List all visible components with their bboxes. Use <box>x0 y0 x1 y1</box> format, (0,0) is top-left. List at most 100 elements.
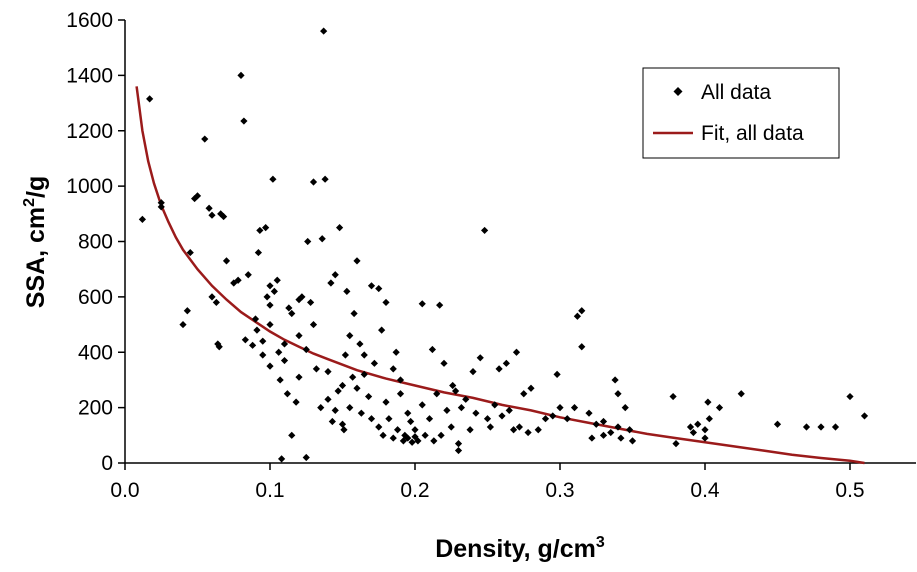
data-point <box>443 406 451 414</box>
data-point <box>266 320 274 329</box>
data-point <box>573 312 581 320</box>
data-point <box>266 362 274 370</box>
data-point <box>295 332 303 340</box>
data-point <box>215 343 223 351</box>
data-point <box>418 300 426 308</box>
y-tick-label: 1400 <box>66 64 113 87</box>
data-point <box>694 420 702 428</box>
data-point <box>454 446 463 455</box>
data-point <box>585 409 593 417</box>
data-point <box>157 199 165 207</box>
data-point <box>611 376 619 384</box>
data-point <box>266 282 274 290</box>
data-point <box>553 370 561 378</box>
data-point <box>860 412 869 420</box>
y-tick-label: 0 <box>101 452 113 475</box>
data-point <box>353 257 361 265</box>
x-tick-label: 0.1 <box>255 479 284 502</box>
data-point <box>502 359 510 367</box>
data-point <box>266 301 274 309</box>
data-point <box>212 298 220 307</box>
data-point <box>404 434 412 442</box>
x-tick-label: 0.3 <box>545 479 574 502</box>
data-point <box>669 392 677 401</box>
data-point <box>399 437 407 445</box>
data-point <box>527 384 535 392</box>
data-point <box>249 341 257 349</box>
data-point <box>701 434 709 442</box>
data-point <box>259 337 267 345</box>
y-tick-label: 1600 <box>66 9 113 32</box>
data-point <box>515 423 523 431</box>
data-point <box>244 271 252 279</box>
data-point <box>418 401 426 409</box>
data-point <box>357 409 365 417</box>
legend-label-fit: Fit, all data <box>701 122 804 145</box>
data-point <box>382 298 390 307</box>
data-point <box>346 404 354 412</box>
x-tick-label: 0.0 <box>110 479 139 502</box>
data-point <box>240 117 248 125</box>
data-point <box>578 343 586 351</box>
data-point <box>273 276 281 284</box>
data-point <box>705 415 713 423</box>
data-point <box>280 356 289 365</box>
data-point <box>275 348 283 356</box>
data-point <box>449 381 457 390</box>
data-point <box>214 340 222 348</box>
data-point <box>621 404 629 412</box>
data-point <box>278 455 286 463</box>
data-point <box>592 420 600 428</box>
y-tick-label: 1200 <box>66 120 113 143</box>
data-point <box>447 423 455 431</box>
data-point <box>486 423 494 431</box>
data-point <box>704 398 712 406</box>
data-point <box>269 175 277 183</box>
data-point <box>457 404 465 412</box>
y-axis-title: SSA, cm2/g <box>21 176 50 309</box>
data-point <box>549 412 557 420</box>
data-point <box>205 204 213 212</box>
data-point <box>270 287 278 295</box>
data-point <box>773 420 782 428</box>
data-point <box>541 415 550 423</box>
data-point <box>356 340 364 348</box>
chart-legend: All data Fit, all data <box>642 67 840 159</box>
data-point <box>510 426 518 434</box>
data-point <box>466 426 474 434</box>
data-point <box>338 420 347 428</box>
y-tick-label: 400 <box>78 341 113 364</box>
data-point <box>186 248 194 257</box>
data-point <box>483 415 492 423</box>
data-point <box>425 415 434 423</box>
data-point <box>328 417 336 426</box>
data-point <box>336 224 344 232</box>
data-point <box>520 390 528 398</box>
data-point <box>378 326 386 334</box>
data-point <box>262 224 270 232</box>
data-point <box>179 320 187 329</box>
data-point <box>534 426 542 434</box>
data-point <box>389 434 397 442</box>
data-point <box>237 71 245 79</box>
data-point <box>341 351 349 359</box>
data-point <box>578 307 586 315</box>
legend-label-all-data: All data <box>701 81 771 104</box>
data-point <box>320 27 328 35</box>
data-point <box>317 404 325 412</box>
data-point <box>331 406 339 414</box>
data-point <box>280 340 289 348</box>
data-point <box>617 434 625 442</box>
data-point <box>628 437 637 445</box>
data-point <box>292 398 300 406</box>
data-point <box>672 440 680 448</box>
data-point <box>295 373 303 381</box>
data-point <box>392 348 400 356</box>
data-point <box>288 309 296 318</box>
data-point <box>263 293 271 301</box>
data-point <box>353 384 361 392</box>
data-point <box>251 315 260 323</box>
data-point <box>454 440 463 448</box>
data-point <box>254 248 262 257</box>
